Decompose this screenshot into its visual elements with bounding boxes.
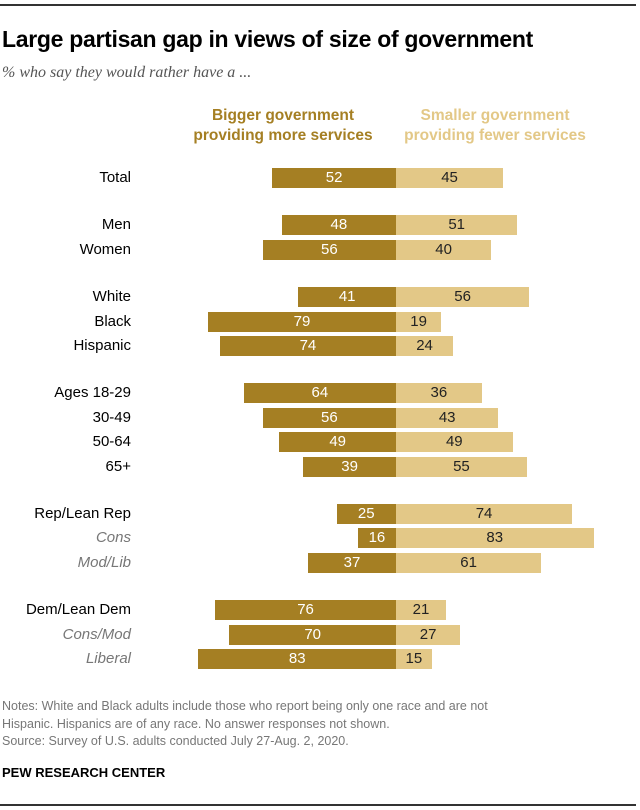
pew-logo-text: PEW RESEARCH CENTER xyxy=(2,765,166,780)
legend-line: providing more services xyxy=(193,127,373,144)
bar-bigger-government: 83 xyxy=(198,649,396,669)
bar-bigger-government: 41 xyxy=(298,287,396,307)
bar-smaller-government: 27 xyxy=(396,625,461,645)
bar-smaller-government: 21 xyxy=(396,600,446,620)
bar-bigger-government: 70 xyxy=(229,625,396,645)
bar-smaller-government: 45 xyxy=(396,168,504,188)
legend-line: Bigger government xyxy=(211,107,355,124)
row-label: Total xyxy=(99,169,131,186)
row-label: White xyxy=(92,288,131,305)
bar-smaller-government: 55 xyxy=(396,457,527,477)
row-label: Dem/Lean Dem xyxy=(25,601,131,618)
bar-smaller-government: 49 xyxy=(396,432,513,452)
bar-bigger-government: 64 xyxy=(243,383,396,403)
bar-smaller-government: 40 xyxy=(396,240,492,260)
bar-smaller-government: 61 xyxy=(396,553,542,573)
bar-bigger-government: 16 xyxy=(357,528,396,548)
note-line: Notes: White and Black adults include th… xyxy=(2,699,488,713)
row-label: Hispanic xyxy=(73,337,131,354)
row-label: Rep/Lean Rep xyxy=(34,505,131,522)
legend-smaller-government: Smaller government providing fewer servi… xyxy=(390,106,600,146)
bar-smaller-government: 19 xyxy=(396,312,442,332)
notes: Notes: White and Black adults include th… xyxy=(2,698,632,751)
legend-bigger-government: Bigger government providing more service… xyxy=(178,106,388,146)
bar-bigger-government: 76 xyxy=(215,600,396,620)
legend-line: Smaller government xyxy=(420,107,570,124)
source-line: Source: Survey of U.S. adults conducted … xyxy=(2,734,349,748)
note-line: Hispanic. Hispanics are of any race. No … xyxy=(2,716,390,731)
bar-smaller-government: 24 xyxy=(396,336,454,356)
bar-smaller-government: 15 xyxy=(396,649,432,669)
row-label: Cons/Mod xyxy=(62,626,131,643)
row-label: 65+ xyxy=(105,458,131,475)
bar-bigger-government: 74 xyxy=(219,336,396,356)
bar-bigger-government: 49 xyxy=(279,432,396,452)
bar-bigger-government: 48 xyxy=(281,215,396,235)
bar-bigger-government: 39 xyxy=(303,457,396,477)
row-label: Women xyxy=(79,241,131,258)
legend-line: providing fewer services xyxy=(404,127,586,144)
bar-smaller-government: 56 xyxy=(396,287,530,307)
bar-bigger-government: 25 xyxy=(336,504,396,524)
bar-smaller-government: 83 xyxy=(396,528,594,548)
bar-bigger-government: 52 xyxy=(272,168,396,188)
bar-bigger-government: 56 xyxy=(262,408,396,428)
bar-bigger-government: 79 xyxy=(207,312,396,332)
bar-smaller-government: 43 xyxy=(396,408,499,428)
row-label: Mod/Lib xyxy=(77,554,131,571)
row-label: 50-64 xyxy=(92,433,131,450)
row-label: Liberal xyxy=(85,650,131,667)
row-label: Men xyxy=(101,216,131,233)
row-label: Black xyxy=(94,313,131,330)
bar-bigger-government: 56 xyxy=(262,240,396,260)
chart-subtitle: % who say they would rather have a ... xyxy=(2,64,252,81)
bottom-rule xyxy=(0,804,636,806)
bar-smaller-government: 74 xyxy=(396,504,573,524)
top-rule xyxy=(0,4,636,6)
bar-smaller-government: 36 xyxy=(396,383,482,403)
bar-smaller-government: 51 xyxy=(396,215,518,235)
row-label: Cons xyxy=(95,529,131,546)
chart-title: Large partisan gap in views of size of g… xyxy=(2,26,534,52)
bar-bigger-government: 37 xyxy=(307,553,396,573)
row-label: Ages 18-29 xyxy=(54,384,131,401)
row-label: 30-49 xyxy=(92,409,131,426)
